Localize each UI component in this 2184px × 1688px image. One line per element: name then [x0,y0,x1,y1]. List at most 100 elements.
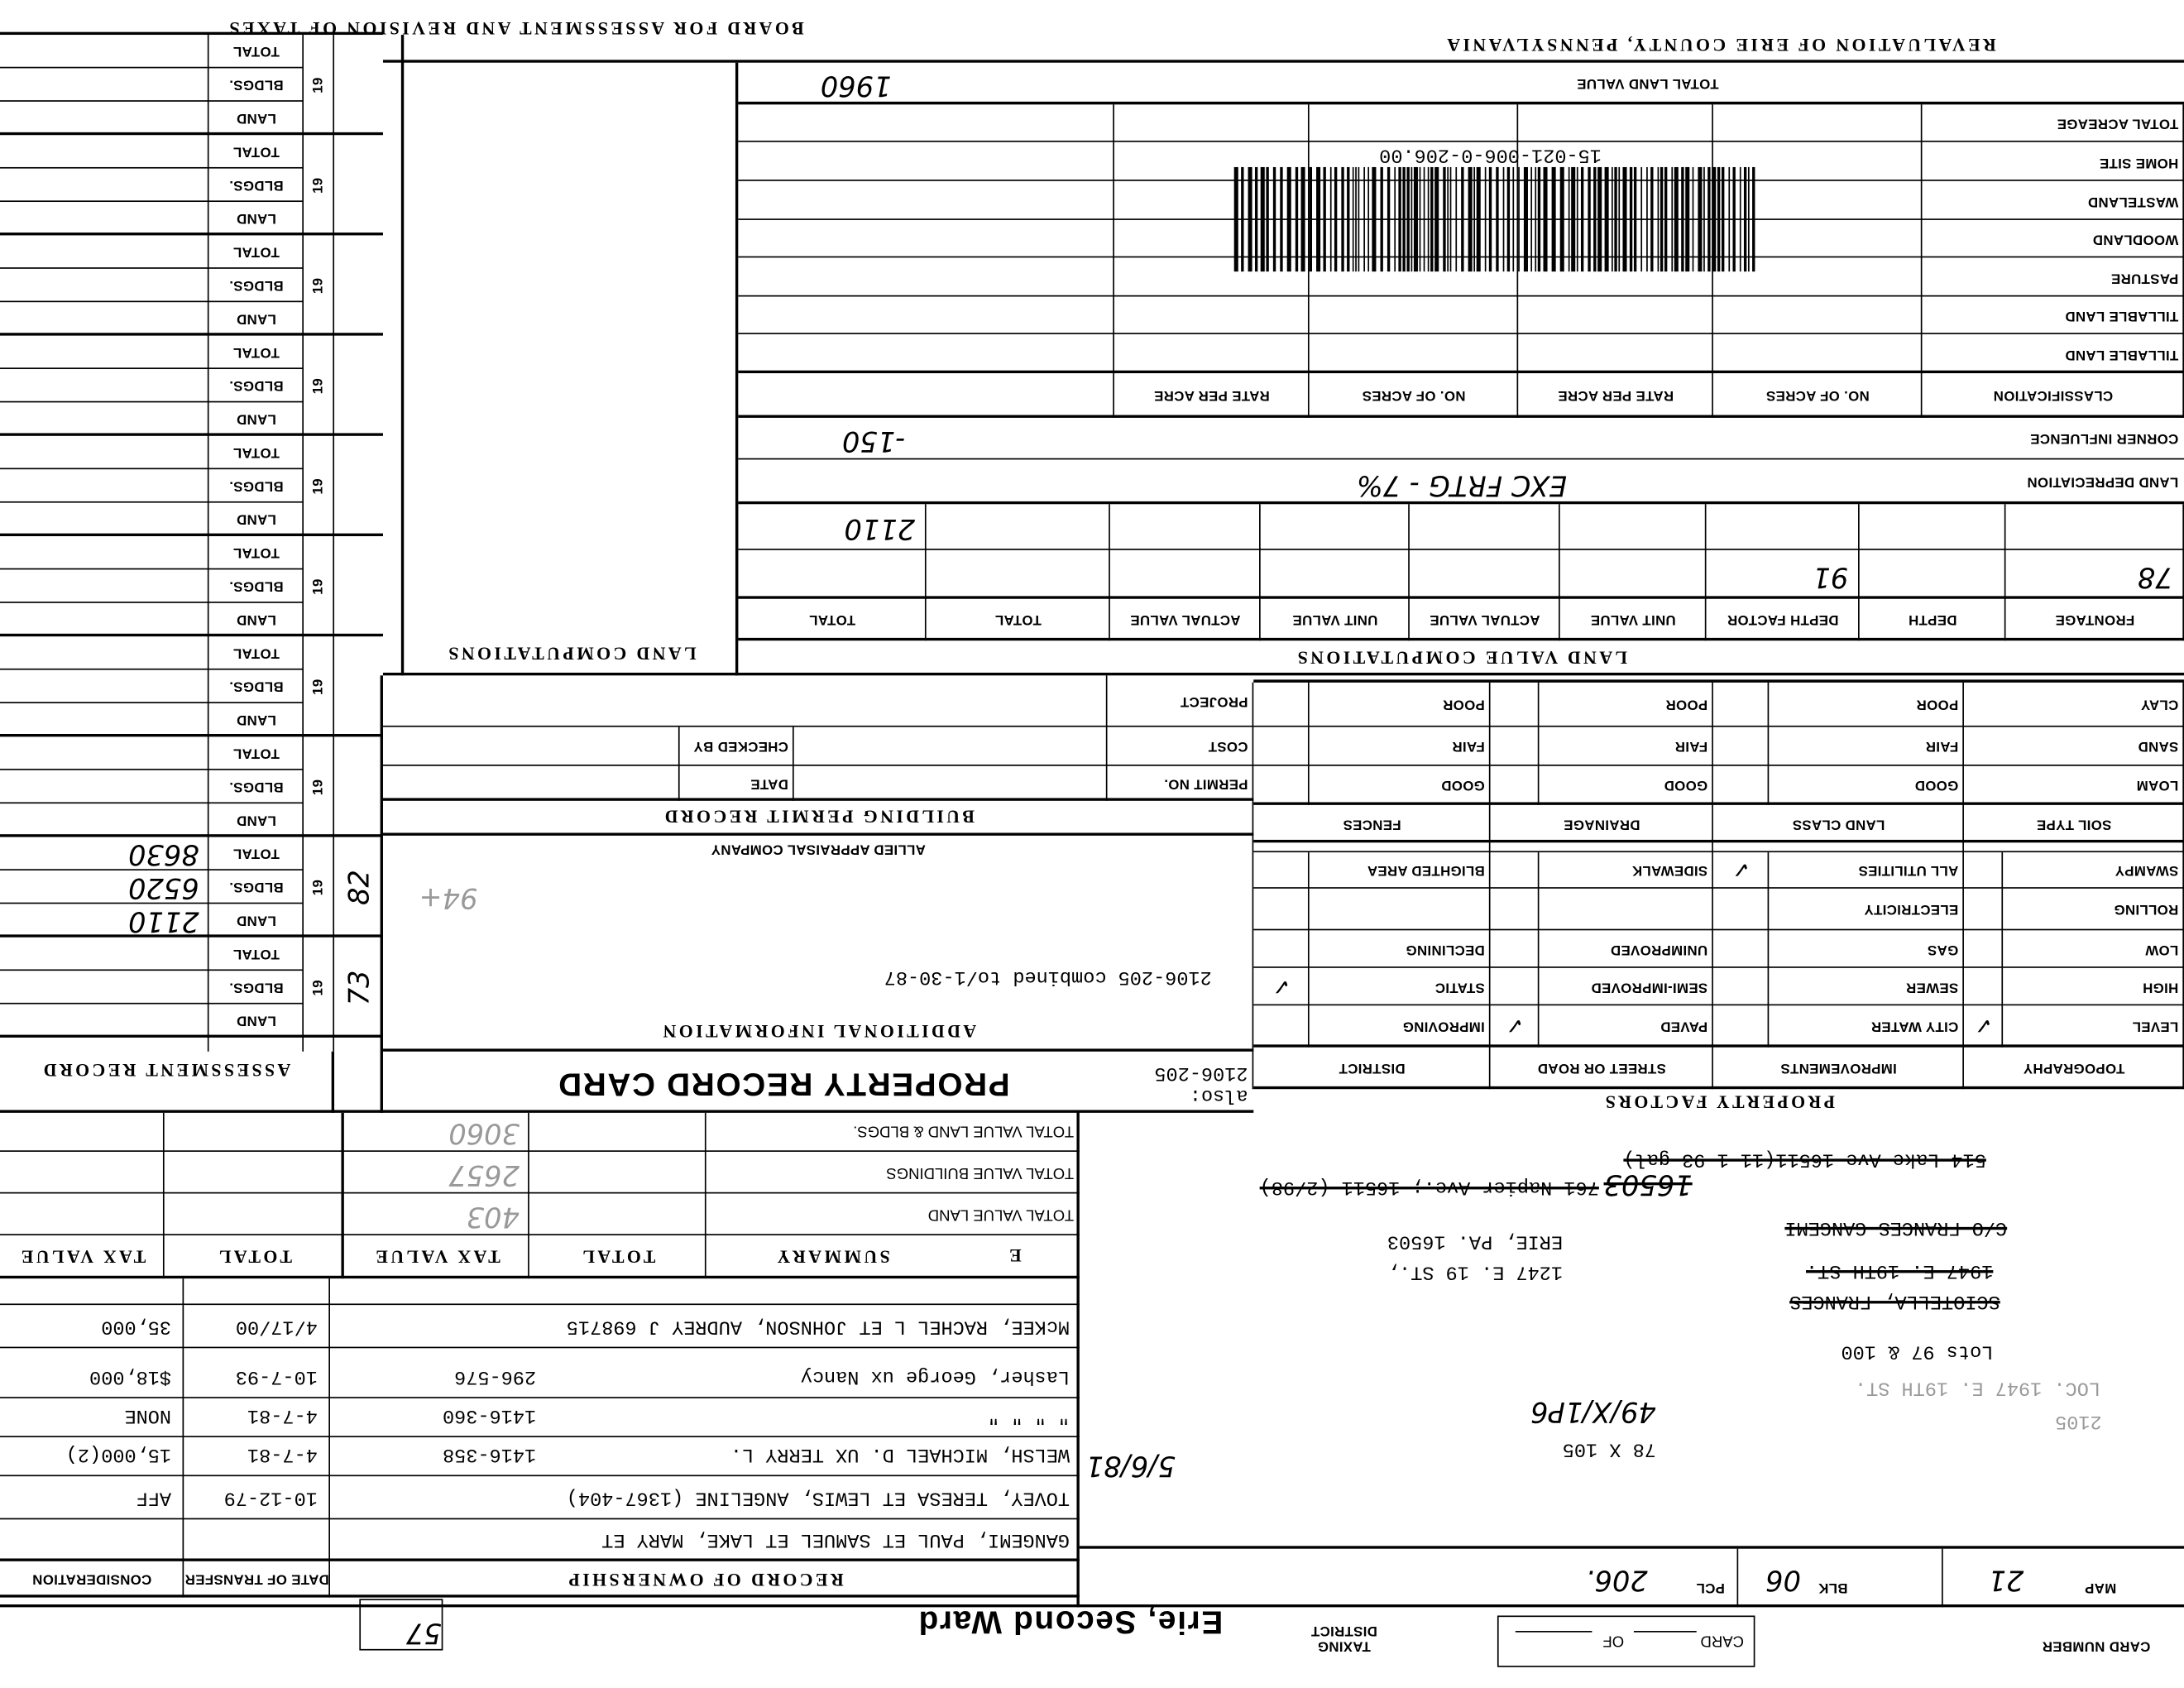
barcode-bar [1380,166,1383,272]
barcode-bar [1604,166,1609,272]
barcode-bar [1387,166,1391,272]
assessment-row-label: LAND [236,411,276,427]
acreage-column: CLASSIFICATION [1993,387,2114,404]
soil-header: LAND CLASS [1792,816,1885,832]
assessment-year-prefix: 19 [311,76,327,94]
acreage-row-label: WOODLAND [2092,231,2179,247]
soil-label: FAIR [1674,738,1708,755]
rule-line [0,1303,1080,1306]
permit-field-label: CHECKED BY [693,738,788,755]
land-value-column: FRONTAGE [2055,611,2135,628]
rule-line [924,504,927,641]
factor-checkbox[interactable] [1964,968,2003,1005]
assessment-row-label: TOTAL [232,144,280,160]
legal-description-line: C/O FRANCES GANGEMI [1784,1216,2008,1239]
rule-line [1942,1548,1943,1608]
factor-checkbox[interactable] [1491,968,1540,1005]
assessment-year-prefix: 19 [311,979,327,996]
barcode-bar [1633,166,1637,272]
land-value-cell [1263,506,1398,544]
factor-checkbox[interactable] [1491,889,1540,930]
soil-checkbox[interactable] [1491,727,1540,766]
barcode-bar [1551,166,1556,272]
barcode-bar [1455,166,1458,272]
rule-line [182,1278,184,1598]
acreage-row-label: PASTURE [2110,270,2179,285]
assessment-total-value: 8630 [128,838,199,872]
factor-label [1539,889,1712,930]
factor-checkbox[interactable]: ✓ [1272,973,1291,1000]
land-value-cell [741,554,915,593]
soil-header: DRAINAGE [1563,816,1640,832]
barcode-bar [1685,166,1690,272]
barcode-bar [1707,166,1711,272]
assessment-year-prefix: 19 [311,679,327,695]
barcode-bar [1272,166,1276,272]
factor-checkbox[interactable]: ✓ [1974,1013,1993,1040]
also-label: also: [1189,1083,1248,1106]
owner-name: McKEE, RACHEL L ET JOHNSON, AUDREY J 698… [566,1314,1070,1337]
barcode-bar [1739,166,1741,272]
soil-checkbox[interactable] [1491,766,1540,805]
assessment-row-label: BLDGS. [228,77,284,93]
factor-checkbox[interactable] [1491,852,1540,889]
assessment-land-value: 2110 [128,905,199,939]
consideration: $18,000 [89,1364,172,1388]
factor-checkbox[interactable]: ✓ [1731,856,1751,884]
barcode-bar [1698,166,1703,272]
barcode-bar [1430,166,1434,272]
factor-checkbox[interactable] [1253,1005,1309,1047]
soil-checkbox[interactable] [1253,727,1309,766]
soil-checkbox[interactable] [1713,727,1769,766]
revaluation-header: REVALUATION OF ERIE COUNTY, PENNSYLVANIA [1444,35,1996,56]
barcode-bar [1352,166,1354,272]
summary-letter: E [1006,1244,1022,1266]
factor-checkbox[interactable] [1713,930,1769,967]
factor-checkbox[interactable] [1253,930,1309,967]
factor-checkbox[interactable]: ✓ [1505,1013,1525,1040]
factor-checkbox[interactable] [1491,930,1540,967]
barcode-bar [1728,166,1731,272]
barcode-bar [1358,166,1360,272]
soil-checkbox[interactable] [1253,766,1309,805]
barcode-bar [1496,166,1499,272]
land-value-column: ACTUAL VALUE [1130,611,1241,628]
factor-checkbox[interactable] [1253,889,1309,930]
barcode-bar [1443,166,1446,272]
factor-checkbox[interactable] [1964,852,2003,889]
factor-checkbox[interactable] [1713,968,1769,1005]
permit-field-label: DATE [750,775,788,792]
factor-checkbox[interactable] [1964,889,2003,930]
owner-name: WELSH, MICHAEL D. UX TERRY L. [730,1442,1070,1465]
permit-field-label: COST [1208,738,1248,755]
barcode-bar [1640,166,1643,272]
soil-label: FAIR [1452,738,1485,755]
legal-description-line: Lots 97 & 100 [1841,1340,1994,1363]
barcode-bar [1363,166,1365,272]
factor-label: LEVEL [2132,1019,2179,1034]
soil-checkbox[interactable] [1491,683,1540,727]
barcode-bar [1402,166,1406,272]
soil-checkbox[interactable] [1713,683,1769,727]
assessment-row-label: BLDGS. [228,377,284,394]
assessment-row-label: BLDGS. [228,277,284,294]
factor-checkbox[interactable] [1713,1005,1769,1047]
barcode-bar [1323,166,1326,272]
summary-tax-value: 403 [466,1200,520,1235]
land-value-cell [1113,554,1249,593]
assessment-row-label: LAND [236,511,276,528]
soil-checkbox[interactable] [1253,683,1309,727]
factor-header: TOPOGRAPHY [2023,1060,2125,1077]
land-value-cell [1412,554,1549,593]
factor-checkbox[interactable] [1713,889,1769,930]
owner-name: GANGEMI, PAUL ET SAMUEL ET LAKE, MARY ET [601,1527,1070,1551]
factor-checkbox[interactable] [1253,852,1309,889]
barcode-bar [1449,166,1452,272]
barcode-bar [1571,166,1576,272]
transfer-date: 10-12-79 [223,1485,318,1508]
factor-checkbox[interactable] [1964,930,2003,967]
soil-checkbox[interactable] [1713,766,1769,805]
barcode-bar [1254,166,1258,272]
assessment-year-prefix: 19 [311,879,327,895]
barcode-bar [1316,166,1321,272]
